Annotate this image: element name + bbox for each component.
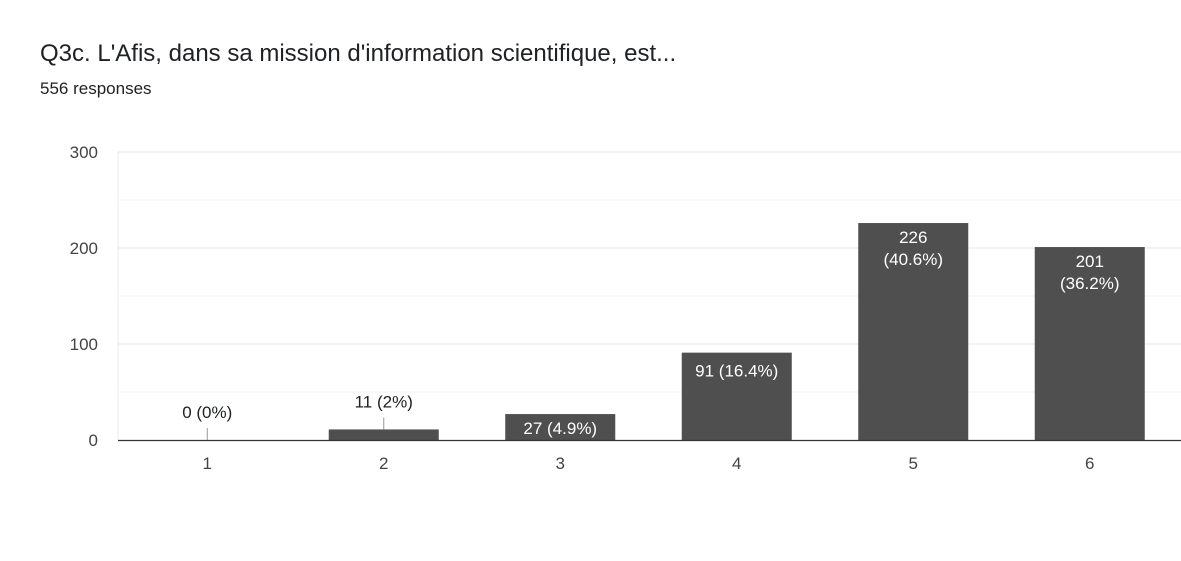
data-label: 226	[899, 228, 927, 247]
y-tick-label: 100	[70, 335, 98, 354]
x-tick-label: 1	[203, 454, 212, 473]
bar	[681, 352, 792, 440]
x-tick-label: 2	[379, 454, 388, 473]
chart-title: Q3c. L'Afis, dans sa mission d'informati…	[40, 40, 677, 67]
data-label: 27 (4.9%)	[523, 419, 597, 438]
x-tick-label: 3	[556, 454, 565, 473]
bar	[505, 414, 616, 440]
bar	[1034, 247, 1145, 440]
response-count: 556 responses	[40, 79, 152, 98]
bar	[858, 223, 969, 440]
bar	[328, 429, 439, 440]
data-label: 91 (16.4%)	[695, 362, 778, 381]
data-label: 11 (2%)	[355, 392, 413, 411]
x-tick-label: 6	[1085, 454, 1094, 473]
data-label: 201	[1076, 252, 1104, 271]
y-tick-label: 0	[89, 431, 98, 450]
data-label: (36.2%)	[1060, 274, 1120, 293]
y-tick-label: 300	[70, 143, 98, 162]
data-label: (40.6%)	[883, 250, 943, 269]
x-tick-label: 4	[732, 454, 741, 473]
data-label: 0 (0%)	[182, 403, 232, 422]
x-tick-label: 5	[909, 454, 918, 473]
y-tick-label: 200	[70, 239, 98, 258]
